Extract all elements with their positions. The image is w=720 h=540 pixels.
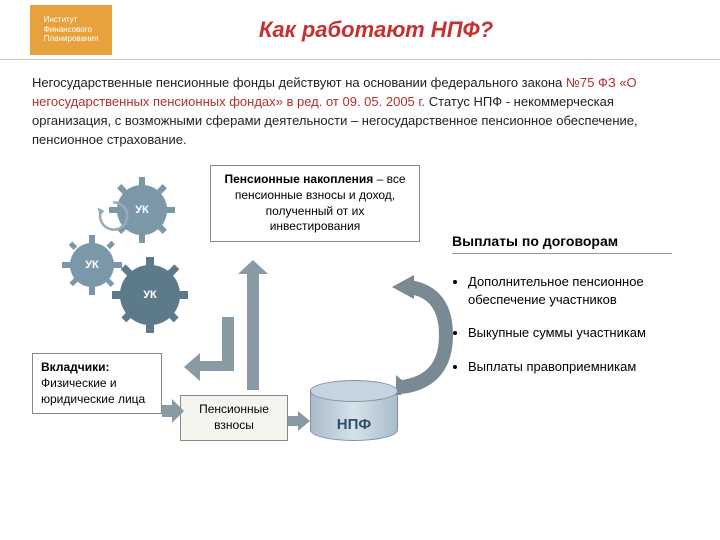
payments-bullets: Дополнительное пенсионное обеспечение уч… [452, 273, 682, 391]
logo-line2: Финансового [44, 25, 92, 34]
npf-cylinder: НПФ [310, 380, 398, 448]
cylinder-label: НПФ [310, 416, 398, 433]
depositors-rest: Физические и юридические лица [41, 376, 145, 406]
depositors-box: Вкладчики: Физические и юридические лица [32, 353, 162, 414]
curved-arrow-icon [392, 275, 462, 395]
bullet-item: Выплаты правоприемникам [468, 358, 682, 376]
page-title: Как работают НПФ? [112, 17, 720, 43]
logo-line3: Планирования [44, 34, 98, 43]
bullet-item: Дополнительное пенсионное обеспечение уч… [468, 273, 682, 308]
arrow-right-icon [288, 411, 310, 431]
contrib-text: Пенсионные взносы [199, 402, 269, 432]
logo-text: Институт Финансового Планирования [42, 13, 100, 46]
header: Институт Финансового Планирования Как ра… [0, 0, 720, 60]
gear-uk-3: УК [120, 265, 180, 325]
diagram: УК УК УК Пенсионные накопления – все пен… [32, 155, 692, 485]
bullet-item: Выкупные суммы участникам [468, 324, 682, 342]
content: Негосударственные пенсионные фонды дейст… [0, 60, 720, 495]
gear-label: УК [85, 259, 99, 271]
circular-arrow-icon [96, 199, 130, 233]
savings-bold: Пенсионные накопления [224, 172, 373, 186]
arrow-right-icon [162, 399, 184, 423]
gear-label: УК [143, 289, 157, 301]
arrow-down-left-icon [184, 317, 244, 389]
intro-plain1: Негосударственные пенсионные фонды дейст… [32, 75, 566, 90]
gear-uk-2: УК [70, 243, 114, 287]
logo: Институт Финансового Планирования [30, 5, 112, 55]
gear-label: УК [135, 204, 149, 216]
contributions-box: Пенсионные взносы [180, 395, 288, 440]
intro-paragraph: Негосударственные пенсионные фонды дейст… [32, 74, 688, 149]
payments-heading: Выплаты по договорам [452, 233, 672, 254]
savings-box: Пенсионные накопления – все пенсионные в… [210, 165, 420, 241]
depositors-bold: Вкладчики: [41, 360, 109, 374]
logo-line1: Институт [44, 15, 78, 24]
